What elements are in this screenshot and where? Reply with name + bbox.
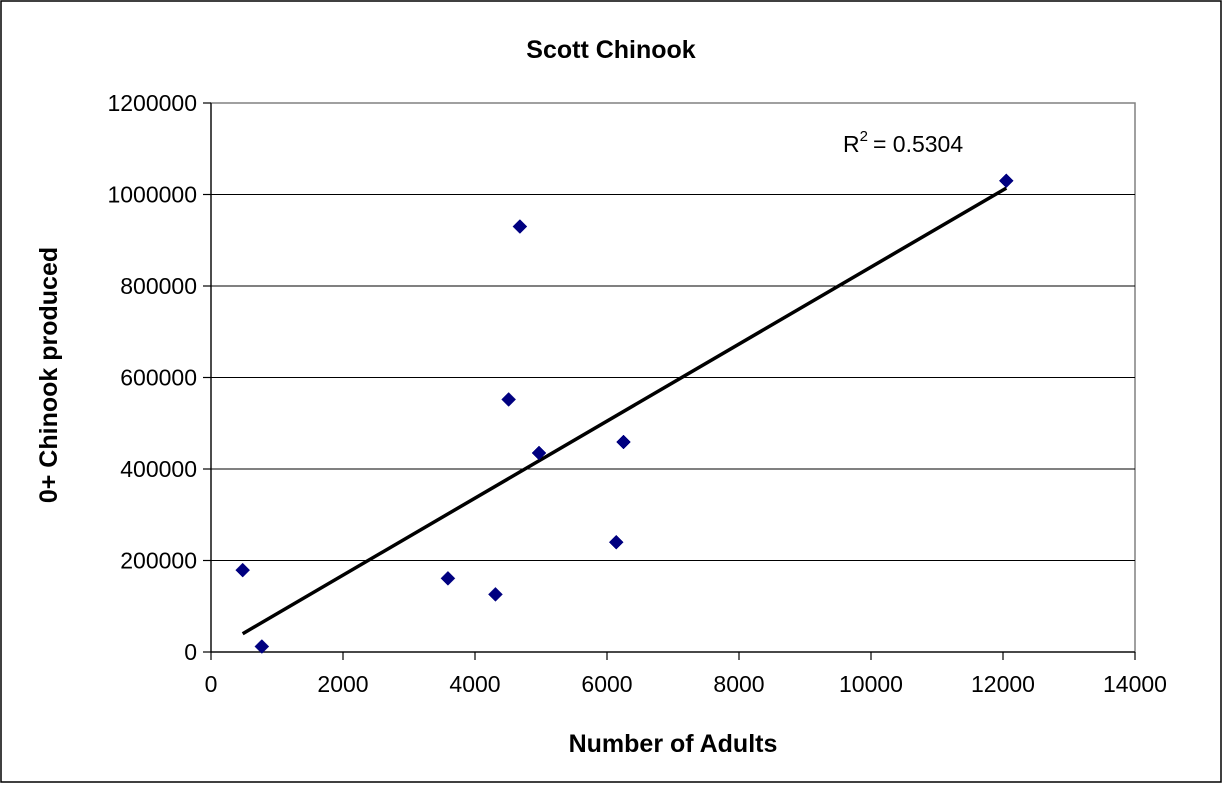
- chart-title: Scott Chinook: [526, 36, 696, 64]
- y-tick-label: 800000: [120, 273, 197, 299]
- x-tick-label: 8000: [713, 671, 764, 697]
- x-tick-label: 0: [205, 671, 218, 697]
- y-tick-label: 1200000: [107, 90, 197, 116]
- x-tick-label: 6000: [581, 671, 632, 697]
- y-axis-label: 0+ Chinook produced: [35, 247, 63, 503]
- x-tick-label: 2000: [317, 671, 368, 697]
- data-point: [512, 219, 528, 234]
- y-tick-label: 400000: [120, 456, 197, 482]
- y-tick-label: 1000000: [107, 182, 197, 208]
- data-point: [616, 434, 631, 450]
- y-tick-label: 200000: [120, 548, 197, 574]
- data-point: [488, 587, 503, 602]
- data-point: [440, 570, 456, 586]
- y-tick-label: 0: [184, 639, 197, 665]
- data-point: [531, 445, 547, 461]
- data-point: [998, 173, 1014, 189]
- axes: [203, 102, 1136, 660]
- x-tick-label: 10000: [839, 671, 903, 697]
- y-tick-label: 600000: [120, 365, 197, 391]
- trendline: [241, 186, 1008, 636]
- x-tick-label: 4000: [449, 671, 500, 697]
- r-squared-superscript: 2: [860, 128, 868, 145]
- x-axis-label: Number of Adults: [569, 730, 778, 758]
- x-tick-label: 14000: [1103, 671, 1167, 697]
- x-tick-label: 12000: [971, 671, 1035, 697]
- r-squared-symbol: R: [843, 131, 860, 157]
- data-points: [235, 173, 1014, 654]
- r-squared-value: = 0.5304: [873, 131, 963, 157]
- r-squared-label: R2 = 0.5304: [843, 128, 963, 157]
- y-tick-labels: 0 200000 400000 600000 800000 1000000 1200000: [107, 90, 197, 665]
- data-point: [608, 534, 624, 550]
- data-point: [501, 392, 517, 407]
- x-tick-labels: 0 2000 4000 6000 8000 10000 12000 14000: [205, 671, 1167, 697]
- data-point: [235, 562, 251, 578]
- data-point: [254, 639, 270, 654]
